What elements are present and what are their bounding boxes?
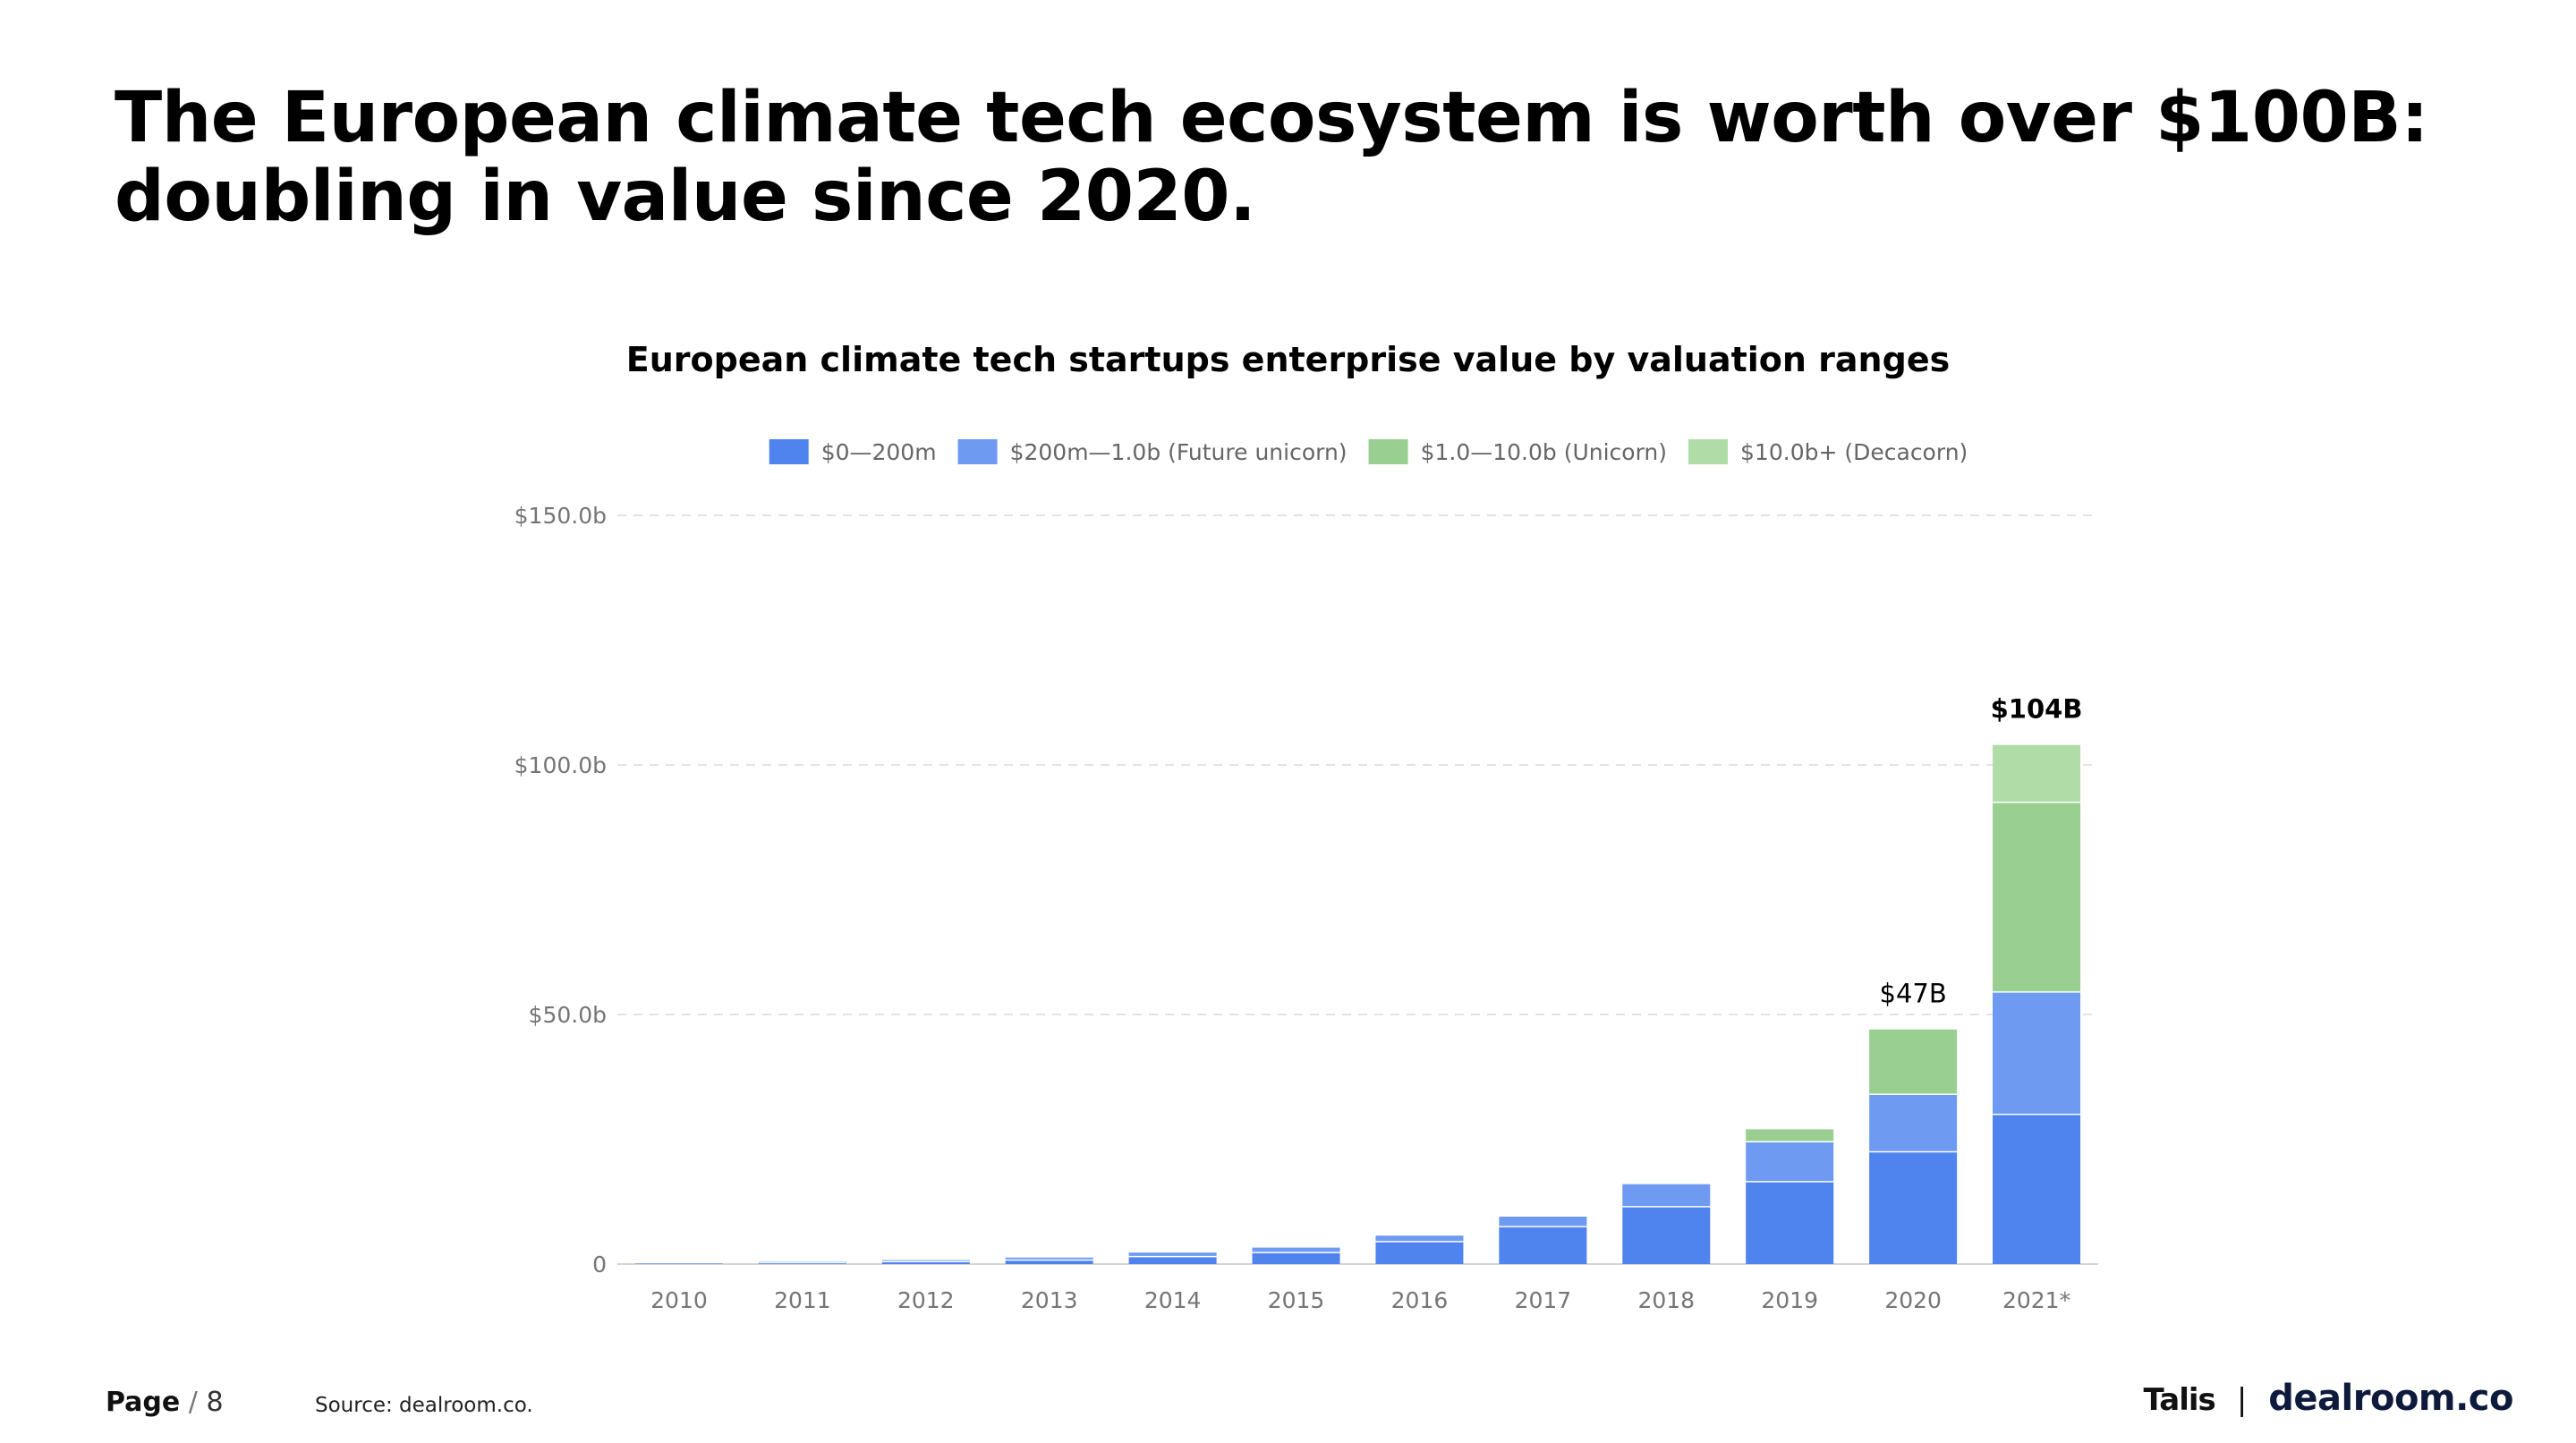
bar-2019-series-1[interactable]	[1746, 1181, 1834, 1264]
bar-2014-series-2[interactable]	[1128, 1252, 1217, 1257]
legend-item-1[interactable]: $0—200m	[769, 439, 937, 465]
x-tick-label-2013: 2013	[1021, 1287, 1078, 1313]
chart-bars	[634, 744, 2081, 1264]
bar-2021-series-3[interactable]	[1993, 802, 2081, 992]
bar-2013-series-2[interactable]	[1005, 1257, 1093, 1261]
footer-logos: Talis | dealroom.co	[2144, 1378, 2514, 1419]
legend-label: $0—200m	[821, 439, 937, 465]
bar-2015-series-1[interactable]	[1252, 1252, 1340, 1264]
dealroom-logo: dealroom.co	[2268, 1378, 2513, 1419]
bar-2019-series-3[interactable]	[1746, 1129, 1834, 1142]
y-tick-label: 0	[592, 1252, 607, 1277]
bar-2010-series-1[interactable]	[634, 1263, 723, 1264]
source-note: Source: dealroom.co.	[315, 1394, 533, 1417]
bar-2020-series-2[interactable]	[1869, 1094, 1958, 1152]
legend-label: $200m—1.0b (Future unicorn)	[1010, 439, 1348, 465]
x-tick-label-2018: 2018	[1637, 1287, 1695, 1313]
bar-total-labels: $47B $104B	[1880, 694, 2083, 1009]
legend-swatch	[957, 439, 998, 464]
page-number: 8	[206, 1387, 224, 1418]
x-tick-label-2021: 2021*	[2002, 1287, 2070, 1313]
y-tick-label: $150.0b	[514, 503, 607, 529]
x-tick-label-2019: 2019	[1761, 1287, 1818, 1313]
chart-gridlines	[617, 514, 2098, 1265]
legend-label: $10.0b+ (Decacorn)	[1740, 439, 1968, 465]
x-tick-label-2017: 2017	[1515, 1287, 1572, 1313]
bar-2013-series-1[interactable]	[1005, 1260, 1093, 1264]
x-tick-label-2015: 2015	[1268, 1287, 1325, 1313]
bar-2020-series-3[interactable]	[1869, 1029, 1958, 1095]
x-axis-tick-labels: 2010 2011 2012 2013 2014 2015 2016 2017 2018 2019…	[650, 1287, 2070, 1313]
bar-2018-series-2[interactable]	[1622, 1184, 1711, 1207]
x-tick-label-2012: 2012	[897, 1287, 955, 1313]
bar-2016-series-1[interactable]	[1375, 1241, 1464, 1264]
page-indicator: Page / 8	[106, 1387, 224, 1419]
legend-label: $1.0—10.0b (Unicorn)	[1421, 439, 1667, 465]
legend-swatch	[769, 439, 809, 464]
bar-2018-series-1[interactable]	[1622, 1206, 1711, 1264]
total-label-2020: $47B	[1880, 979, 1947, 1009]
y-axis-tick-labels: 0 $50.0b $100.0b $150.0b	[514, 503, 607, 1277]
x-tick-label-2010: 2010	[650, 1287, 708, 1313]
bar-2012-series-2[interactable]	[881, 1260, 970, 1262]
slide-title-line-1: The European climate tech ecosystem is w…	[115, 78, 2428, 158]
bar-2016-series-2[interactable]	[1375, 1235, 1464, 1242]
x-tick-label-2020: 2020	[1884, 1287, 1942, 1313]
bar-2020-series-1[interactable]	[1869, 1151, 1958, 1264]
slide-title: The European climate tech ecosystem is w…	[115, 79, 2441, 236]
talis-logo: Talis	[2143, 1382, 2216, 1418]
legend-item-4[interactable]: $10.0b+ (Decacorn)	[1688, 439, 1968, 465]
bar-2012-series-1[interactable]	[881, 1261, 970, 1264]
legend-item-3[interactable]: $1.0—10.0b (Unicorn)	[1368, 439, 1667, 465]
bar-2021-series-2[interactable]	[1993, 991, 2081, 1115]
bar-2017-series-1[interactable]	[1499, 1227, 1587, 1264]
legend-swatch	[1368, 439, 1408, 464]
page-separator: /	[180, 1387, 207, 1418]
chart-title: European climate tech startups enterpris…	[625, 340, 1951, 379]
bar-2021-series-1[interactable]	[1993, 1114, 2081, 1264]
legend-item-2[interactable]: $200m—1.0b (Future unicorn)	[957, 439, 1348, 465]
page-word: Page	[106, 1387, 181, 1418]
chart-legend: $0—200m $200m—1.0b (Future unicorn) $1.0—1…	[769, 439, 1968, 465]
y-tick-label: $100.0b	[514, 752, 607, 778]
x-tick-label-2011: 2011	[774, 1287, 831, 1313]
bar-2015-series-2[interactable]	[1252, 1247, 1340, 1253]
bar-2019-series-2[interactable]	[1746, 1142, 1834, 1182]
slide-title-line-2: doubling in value since 2020.	[115, 157, 1256, 237]
legend-swatch	[1688, 439, 1729, 464]
bar-2011-series-1[interactable]	[758, 1262, 846, 1264]
x-tick-label-2014: 2014	[1144, 1287, 1202, 1313]
bar-2014-series-1[interactable]	[1128, 1256, 1217, 1264]
bar-2021-series-4[interactable]	[1993, 744, 2081, 802]
y-tick-label: $50.0b	[529, 1002, 607, 1028]
logo-divider: |	[2236, 1382, 2248, 1418]
x-tick-label-2016: 2016	[1391, 1287, 1449, 1313]
total-label-2021: $104B	[1991, 694, 2083, 725]
bar-2017-series-2[interactable]	[1499, 1216, 1587, 1227]
